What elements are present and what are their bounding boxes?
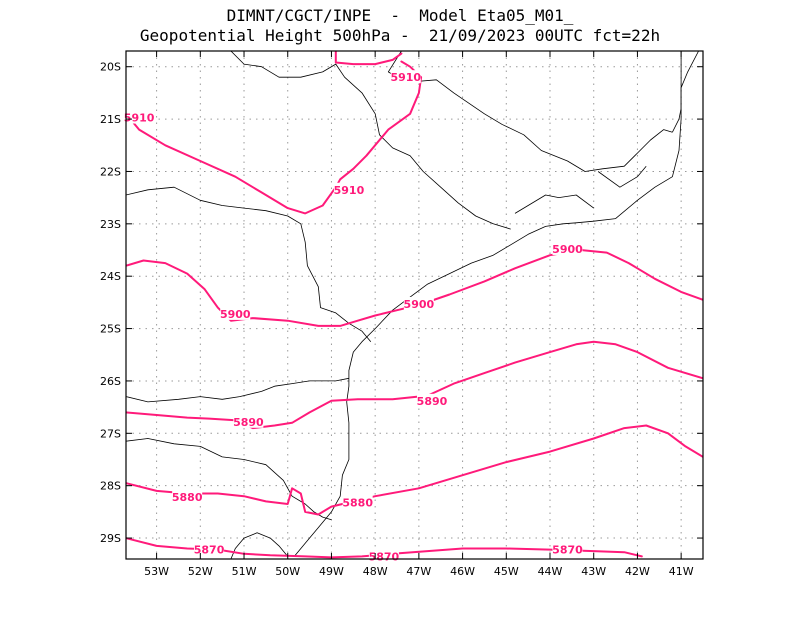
x-tick-label: 42W (625, 565, 650, 578)
contour-5910 (126, 60, 423, 215)
contour-label: 5910 (390, 71, 421, 84)
x-tick-label: 41W (669, 565, 694, 578)
y-tick-label: 20S (100, 61, 121, 74)
contour-5880 (126, 424, 703, 516)
graticule (126, 51, 703, 559)
contour-5910 (334, 51, 403, 66)
x-tick-label: 44W (538, 565, 563, 578)
x-tick-label: 49W (319, 565, 344, 578)
contour-labels: 5910 5910 5910 5900 5900 5900 5890 5890 5880 5880… (124, 70, 583, 563)
boundary-line (126, 438, 332, 521)
x-tick-label: 52W (188, 565, 213, 578)
contour-label-background (390, 70, 421, 84)
contour-label-background (220, 306, 251, 320)
y-tick-label: 22S (100, 165, 121, 178)
contour-label-background (172, 490, 203, 504)
y-tick-label: 29S (100, 532, 121, 545)
contour-label-background (124, 110, 155, 124)
x-tick-label: 48W (363, 565, 388, 578)
boundary-line (597, 165, 647, 188)
x-tick-label: 46W (450, 565, 475, 578)
contour-label-background (552, 542, 583, 556)
contour-label-background (552, 241, 583, 255)
contour-label: 5910 (334, 184, 365, 197)
contour-label: 5880 (342, 496, 373, 509)
contour-5900 (126, 249, 703, 327)
y-tick-label: 21S (100, 113, 121, 126)
contour-label: 5870 (552, 544, 583, 557)
contour-label: 5880 (172, 491, 203, 504)
contour-label-background (233, 414, 264, 428)
x-tick-label: 43W (581, 565, 606, 578)
map-title-line-2: Geopotential Height 500hPa - 21/09/2023 … (139, 26, 661, 45)
x-tick-label: 53W (144, 565, 169, 578)
contour-label: 5900 (552, 243, 583, 256)
y-tick-label: 26S (100, 375, 121, 388)
y-tick-label: 25S (100, 323, 121, 336)
contour-label: 5870 (194, 544, 225, 557)
y-tick-label: 28S (100, 480, 121, 493)
axis-ticks: 53W 52W 51W 50W 49W 48W 47W 46W 45W 44W 43W 42W 41W 2… (100, 51, 703, 578)
boundary-line (126, 377, 349, 403)
contour-label: 5890 (417, 395, 448, 408)
y-tick-label: 24S (100, 270, 121, 283)
x-tick-label: 50W (275, 565, 300, 578)
contour-label: 5900 (220, 308, 251, 321)
contour-label-background (194, 542, 225, 556)
y-tick-label: 23S (100, 218, 121, 231)
boundary-line (387, 51, 673, 172)
contour-label: 5900 (404, 298, 435, 311)
boundary-line (230, 532, 289, 559)
contour-5890 (126, 340, 703, 430)
contour-label: 5910 (124, 112, 155, 125)
boundary-line (672, 51, 682, 133)
boundary-line (293, 51, 699, 557)
contour-label-background (342, 495, 373, 509)
map-title-line-1: DIMNT/CGCT/INPE - Model Eta05_M01_ (226, 6, 574, 25)
boundary-line (514, 194, 594, 214)
contour-label-background (416, 393, 447, 407)
boundary-line (126, 186, 372, 342)
contour-label-background (333, 182, 364, 196)
contour-label: 5890 (233, 416, 264, 429)
contour-label-background (403, 296, 434, 310)
coastline-and-borders (126, 51, 699, 559)
x-tick-label: 51W (232, 565, 257, 578)
contour-label: 5870 (369, 550, 400, 563)
boundary-line (230, 51, 511, 230)
y-tick-label: 27S (100, 427, 121, 440)
x-tick-label: 45W (494, 565, 519, 578)
x-tick-label: 47W (406, 565, 431, 578)
plot-frame (125, 50, 704, 560)
